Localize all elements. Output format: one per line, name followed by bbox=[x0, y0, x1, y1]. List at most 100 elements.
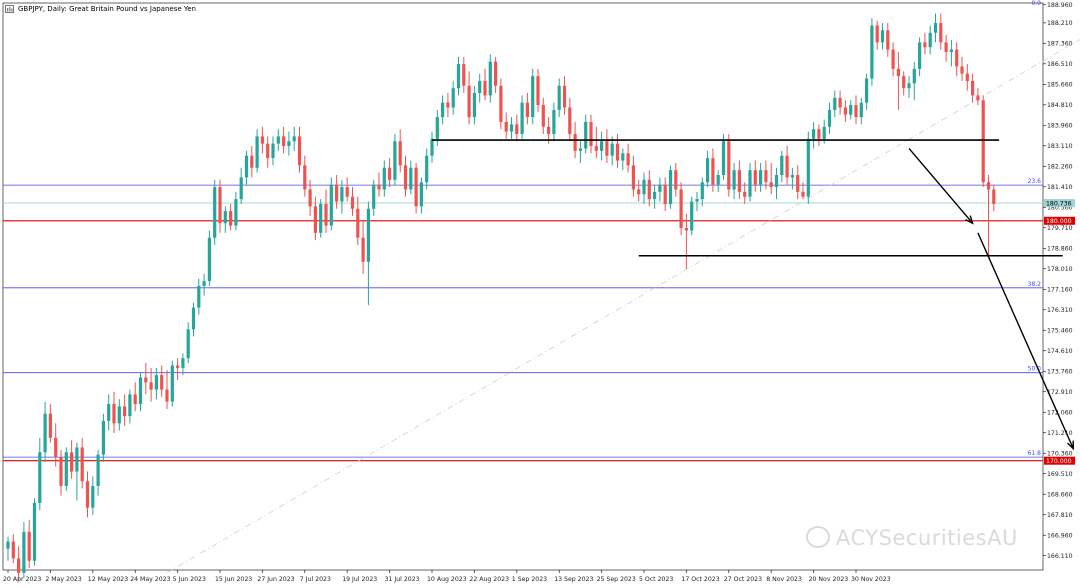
candle-body bbox=[610, 143, 614, 156]
candle-body bbox=[753, 170, 757, 185]
candle-body bbox=[234, 199, 238, 226]
candle-body bbox=[870, 25, 874, 79]
candle-body bbox=[446, 102, 450, 108]
price-tag-level-170-text: 170.000 bbox=[1046, 458, 1072, 465]
candle-body bbox=[716, 174, 720, 185]
candle-body bbox=[276, 136, 280, 144]
candle-body bbox=[456, 64, 461, 89]
y-tick-label: 175.460 bbox=[1047, 327, 1073, 334]
candle-body bbox=[128, 394, 132, 417]
y-tick-label: 167.810 bbox=[1047, 512, 1073, 519]
candle-body bbox=[817, 129, 821, 139]
candle-body bbox=[605, 141, 609, 156]
plot-area bbox=[2, 2, 1044, 571]
candle-body bbox=[229, 211, 233, 226]
y-tick-label: 176.310 bbox=[1047, 307, 1073, 314]
y-tick-label: 178.010 bbox=[1047, 266, 1073, 273]
candle-body bbox=[615, 143, 620, 161]
candle-body bbox=[483, 80, 487, 96]
candle-body bbox=[923, 42, 927, 48]
candle-body bbox=[955, 49, 959, 67]
arrow-down-1-shaft bbox=[908, 148, 974, 224]
candle-body bbox=[737, 170, 741, 192]
candle-body bbox=[971, 80, 975, 96]
x-tick-label: 10 Aug 2023 bbox=[427, 576, 467, 583]
candle-body bbox=[398, 141, 402, 166]
candle-body bbox=[388, 167, 392, 180]
candle-body bbox=[425, 155, 429, 183]
candle-body bbox=[520, 102, 524, 134]
x-tick-label: 19 Jul 2023 bbox=[342, 576, 377, 583]
candle-body bbox=[637, 189, 641, 195]
candle-body bbox=[107, 404, 111, 421]
candle-body bbox=[992, 189, 996, 204]
candle-body bbox=[886, 30, 890, 50]
candle-body bbox=[6, 541, 10, 549]
candle-body bbox=[568, 107, 572, 134]
candle-body bbox=[674, 170, 678, 190]
candles bbox=[6, 13, 996, 581]
watermark: ACYSecuritiesAU bbox=[806, 526, 1018, 550]
candle-body bbox=[85, 481, 90, 508]
candle-body bbox=[117, 406, 121, 424]
candle-body bbox=[743, 191, 747, 197]
candle-body bbox=[202, 281, 206, 286]
candle-body bbox=[488, 61, 492, 96]
candle-body bbox=[292, 136, 296, 142]
fib-23.6-label: 23.6 bbox=[1028, 178, 1042, 185]
candle-body bbox=[350, 196, 355, 209]
candle-body bbox=[933, 23, 938, 33]
candle-body bbox=[552, 109, 556, 134]
y-tick-label: 170.360 bbox=[1047, 450, 1073, 457]
candle-body bbox=[335, 184, 339, 202]
price-tag-bid-text: 180.736 bbox=[1046, 200, 1072, 207]
candle-body bbox=[181, 358, 185, 368]
candle-body bbox=[54, 437, 58, 458]
fib-top-label: 0.0 bbox=[1031, 0, 1041, 7]
candle-body bbox=[133, 394, 137, 405]
candle-body bbox=[361, 237, 365, 262]
candle-body bbox=[329, 184, 333, 226]
arrow-down-2-head bbox=[1066, 440, 1075, 451]
candle-body bbox=[504, 121, 508, 132]
candle-body bbox=[928, 32, 932, 48]
candle-body bbox=[430, 138, 434, 156]
y-tick-label: 184.810 bbox=[1047, 102, 1073, 109]
x-tick-label: 15 Jun 2023 bbox=[215, 576, 252, 583]
candle-body bbox=[154, 375, 158, 390]
candle-body bbox=[865, 78, 869, 103]
x-tick-label: 5 Jun 2023 bbox=[173, 576, 206, 583]
candle-body bbox=[59, 457, 63, 487]
candle-body bbox=[806, 138, 810, 197]
candle-body bbox=[822, 126, 826, 139]
candle-body bbox=[541, 105, 545, 127]
candle-body bbox=[748, 170, 752, 197]
candle-body bbox=[297, 136, 302, 166]
candle-body bbox=[536, 76, 540, 106]
y-axis: 188.960 188.210 187.360 186.510 185.660 184.8… bbox=[1043, 2, 1075, 560]
candle-body bbox=[960, 66, 964, 74]
candle-body bbox=[112, 404, 116, 424]
x-tick-label: 17 Oct 2023 bbox=[681, 576, 719, 583]
candle-body bbox=[875, 25, 879, 43]
candle-body bbox=[833, 97, 837, 110]
x-tick-label: 8 Nov 2023 bbox=[766, 576, 802, 583]
candle-body bbox=[732, 170, 736, 190]
candle-body bbox=[976, 95, 980, 101]
candle-body bbox=[207, 237, 211, 282]
candle-body bbox=[684, 228, 688, 231]
candle-body bbox=[366, 208, 370, 262]
candle-body bbox=[467, 85, 471, 118]
candle-body bbox=[244, 155, 249, 178]
candle-body bbox=[75, 447, 79, 472]
y-tick-label: 166.960 bbox=[1047, 532, 1073, 539]
candle-body bbox=[32, 502, 37, 561]
candle-body bbox=[191, 307, 196, 330]
candle-body bbox=[531, 76, 535, 118]
candle-body bbox=[170, 365, 174, 402]
y-tick-label: 183.110 bbox=[1047, 143, 1073, 150]
candle-body bbox=[70, 452, 74, 472]
fib-38.2-label: 38.2 bbox=[1028, 281, 1042, 288]
candle-body bbox=[255, 136, 259, 168]
